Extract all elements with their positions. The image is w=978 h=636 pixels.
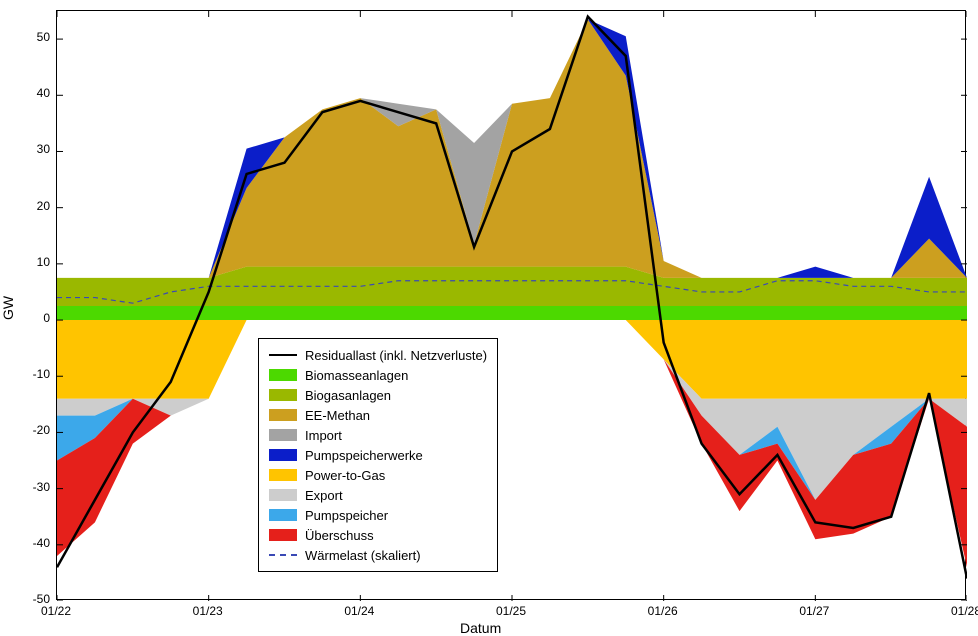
x-tick-label: 01/27 xyxy=(784,604,844,618)
legend-item: Überschuss xyxy=(269,525,487,545)
x-tick-label: 01/23 xyxy=(178,604,238,618)
legend-swatch xyxy=(269,389,297,401)
legend-swatch xyxy=(269,489,297,501)
legend-swatch xyxy=(269,509,297,521)
legend-item: Biomasseanlagen xyxy=(269,365,487,385)
y-tick-label: 10 xyxy=(10,255,50,269)
legend-swatch xyxy=(269,369,297,381)
legend-swatch xyxy=(269,409,297,421)
plot-area xyxy=(56,10,966,600)
y-tick-label: -20 xyxy=(10,423,50,437)
legend-item: Export xyxy=(269,485,487,505)
y-tick-label: 40 xyxy=(10,86,50,100)
legend-label: Power-to-Gas xyxy=(305,468,385,483)
chart-container: GW Datum -50-40-30-20-1001020304050 01/2… xyxy=(0,0,978,634)
x-tick-label: 01/25 xyxy=(481,604,541,618)
legend-swatch xyxy=(269,429,297,441)
legend-label: Pumpspeicherwerke xyxy=(305,448,423,463)
y-tick-label: 50 xyxy=(10,30,50,44)
y-tick-label: -10 xyxy=(10,367,50,381)
legend-label: Überschuss xyxy=(305,528,374,543)
legend-item: Pumpspeicher xyxy=(269,505,487,525)
legend-swatch xyxy=(269,529,297,541)
legend-label: Export xyxy=(305,488,343,503)
y-tick-label: 20 xyxy=(10,199,50,213)
legend-swatch xyxy=(269,354,297,356)
legend-label: Residuallast (inkl. Netzverluste) xyxy=(305,348,487,363)
legend-label: Biogasanlagen xyxy=(305,388,391,403)
legend-item: Biogasanlagen xyxy=(269,385,487,405)
legend-swatch xyxy=(269,469,297,481)
y-tick-label: 30 xyxy=(10,142,50,156)
x-tick-label: 01/22 xyxy=(26,604,86,618)
legend-label: EE-Methan xyxy=(305,408,370,423)
y-tick-label: 0 xyxy=(10,311,50,325)
legend-item: Power-to-Gas xyxy=(269,465,487,485)
legend-item: Import xyxy=(269,425,487,445)
legend-swatch xyxy=(269,554,297,556)
legend-item: Pumpspeicherwerke xyxy=(269,445,487,465)
plot-svg xyxy=(57,11,967,601)
y-tick-label: -40 xyxy=(10,536,50,550)
legend-item: EE-Methan xyxy=(269,405,487,425)
x-tick-label: 01/26 xyxy=(633,604,693,618)
legend-swatch xyxy=(269,449,297,461)
legend-item: Residuallast (inkl. Netzverluste) xyxy=(269,345,487,365)
legend: Residuallast (inkl. Netzverluste) Biomass… xyxy=(258,338,498,572)
y-tick-label: -30 xyxy=(10,480,50,494)
legend-item: Wärmelast (skaliert) xyxy=(269,545,487,565)
x-tick-label: 01/24 xyxy=(329,604,389,618)
x-tick-label: 01/28 xyxy=(936,604,978,618)
legend-label: Biomasseanlagen xyxy=(305,368,408,383)
legend-label: Import xyxy=(305,428,342,443)
legend-label: Pumpspeicher xyxy=(305,508,388,523)
legend-label: Wärmelast (skaliert) xyxy=(305,548,421,563)
